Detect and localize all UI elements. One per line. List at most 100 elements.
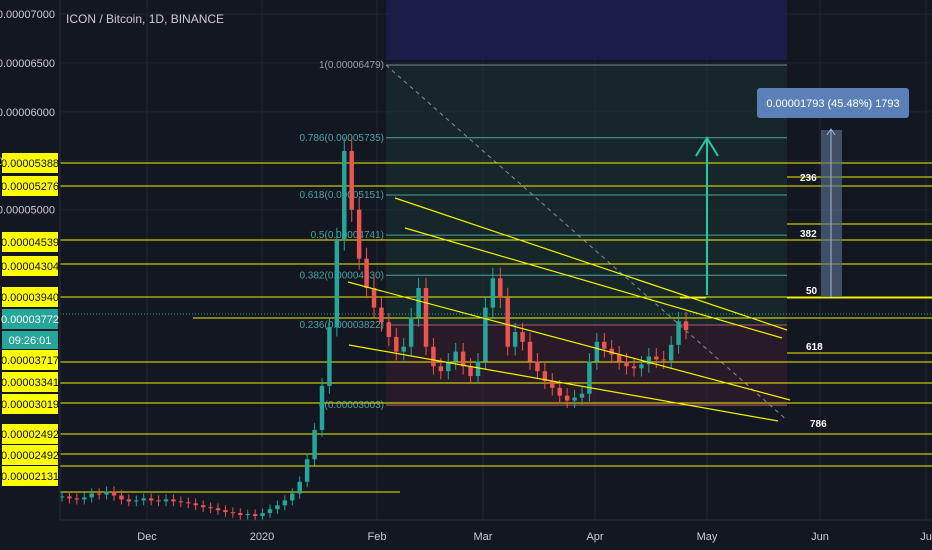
price-level-label: 0.00004304 xyxy=(1,261,59,273)
price-level-box xyxy=(2,445,58,465)
candle-body xyxy=(668,344,674,361)
candle-body xyxy=(423,288,429,347)
price-level-label: 0.00003717 xyxy=(1,355,59,367)
candle-layer xyxy=(59,137,689,521)
candle-body xyxy=(535,361,540,372)
candle-body xyxy=(96,493,102,495)
wedge-trendline xyxy=(348,344,779,422)
measure-tooltip-box xyxy=(757,88,909,118)
fib-level-label: 0.786(0.00005735) xyxy=(299,133,384,144)
candle-body xyxy=(676,321,681,345)
candle-body xyxy=(438,366,444,372)
overlay-layer: 0.00001793 (45.48%) 1793 236 382 50 618 786 xyxy=(347,88,909,430)
candle-body xyxy=(327,327,332,386)
fib-level-label: 1(0.00006479) xyxy=(319,60,384,71)
candle-body xyxy=(252,514,258,517)
x-tick-label: 2020 xyxy=(250,531,274,543)
x-tick-label: May xyxy=(697,531,718,543)
candle-body xyxy=(394,336,399,352)
candle-body xyxy=(141,498,146,501)
candle-body xyxy=(639,364,644,369)
right-fib-label: 50 xyxy=(806,286,818,297)
fib-zone xyxy=(386,325,787,406)
measure-arrow-head xyxy=(826,128,836,136)
candle-body xyxy=(624,361,629,367)
price-level-label: 0.00005388 xyxy=(1,158,59,170)
right-fib-label: 618 xyxy=(806,342,823,353)
price-level-box xyxy=(2,372,58,392)
candle-body xyxy=(342,151,347,240)
candle-body xyxy=(126,499,132,502)
x-tick-label: Jun xyxy=(811,531,829,543)
candle-body xyxy=(200,505,206,508)
wedge-trendline xyxy=(394,197,788,331)
x-tick-label: Apr xyxy=(586,531,603,543)
price-level-box xyxy=(2,394,58,414)
candle-body xyxy=(59,496,65,498)
candle-body xyxy=(223,510,228,513)
measure-tooltip-text: 0.00001793 (45.48%) 1793 xyxy=(766,98,899,110)
y-tick-label: 0.00006500 xyxy=(0,58,55,70)
candle-body xyxy=(587,361,592,394)
candle-body xyxy=(468,366,473,377)
x-tick-label: Feb xyxy=(368,531,387,543)
candle-body xyxy=(401,346,406,352)
candle-body xyxy=(238,513,243,516)
fib-level-label: 0.236(0.00003822) xyxy=(299,320,384,331)
candle-body xyxy=(460,351,466,367)
fib-zone xyxy=(386,194,787,236)
candle-body xyxy=(483,307,488,362)
candle-body xyxy=(215,508,221,511)
candle-body xyxy=(512,332,518,347)
candle-body xyxy=(520,332,525,342)
fib-zone xyxy=(386,235,787,276)
price-level-box xyxy=(2,256,58,276)
candle-body xyxy=(82,497,87,500)
fib-top-shade xyxy=(386,0,787,60)
candle-body xyxy=(319,385,325,430)
right-fib-label: 786 xyxy=(810,419,827,430)
candle-body xyxy=(386,322,392,337)
current-price-label: 0.00003772 xyxy=(1,314,59,326)
price-level-label: 0.00003940 xyxy=(1,292,59,304)
candle-body xyxy=(661,359,666,361)
price-level-label: 0.00002492 xyxy=(1,429,59,441)
y-tick-label: 0.00006000 xyxy=(0,107,55,119)
x-tick-label: Mar xyxy=(474,531,493,543)
price-level-label: 0.00003019 xyxy=(1,399,59,411)
fib-level-label: 0.618(0.00005151) xyxy=(299,190,384,201)
right-fib-label: 236 xyxy=(800,173,817,184)
right-fib-label: 382 xyxy=(800,229,817,240)
fib-level-label: 0(0.00003003) xyxy=(319,400,384,411)
candle-body xyxy=(683,321,689,331)
candle-body xyxy=(453,351,458,362)
price-level-label: 0.00005276 xyxy=(1,181,59,193)
fib-zone xyxy=(386,137,787,195)
x-tick-label: Dec xyxy=(137,531,157,543)
candle-body xyxy=(260,513,265,517)
candle-body xyxy=(594,341,600,362)
price-level-box xyxy=(2,424,58,444)
candle-body xyxy=(230,512,236,514)
wedge-trendline xyxy=(347,281,791,401)
candle-body xyxy=(67,496,72,499)
fib-zone xyxy=(386,64,787,138)
price-level-box xyxy=(2,466,58,486)
level-line-layer xyxy=(60,162,932,493)
candle-body xyxy=(631,366,637,369)
candle-body xyxy=(609,348,614,355)
price-level-label: 0.00002131 xyxy=(1,471,59,483)
price-level-box xyxy=(2,232,58,252)
candle-body xyxy=(431,346,436,367)
candle-body xyxy=(245,514,250,516)
candle-body xyxy=(490,278,496,308)
price-level-label: 0.00003341 xyxy=(1,377,59,389)
countdown-label: 09:26:01 xyxy=(9,335,52,347)
candle-body xyxy=(542,371,548,381)
price-level-box xyxy=(2,153,58,173)
candle-body xyxy=(408,317,414,347)
candle-body xyxy=(654,356,659,360)
